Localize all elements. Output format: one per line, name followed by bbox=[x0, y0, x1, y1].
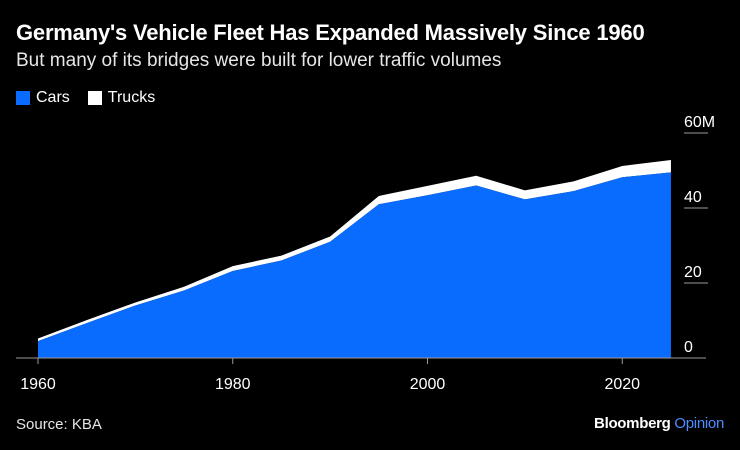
x-tick-label: 2000 bbox=[410, 376, 446, 393]
legend-swatch-cars bbox=[16, 91, 30, 105]
chart-subtitle: But many of its bridges were built for l… bbox=[16, 50, 502, 71]
source-note: Source: KBA bbox=[16, 416, 102, 433]
brand-accent: Opinion bbox=[674, 415, 724, 432]
cars-area bbox=[38, 172, 671, 358]
legend-label-cars: Cars bbox=[36, 89, 70, 106]
legend: Cars Trucks bbox=[16, 89, 155, 107]
y-tick-label: 0 bbox=[684, 339, 693, 356]
chart-title: Germany's Vehicle Fleet Has Expanded Mas… bbox=[16, 20, 645, 45]
x-tick-label: 2020 bbox=[604, 376, 640, 393]
y-tick-label: 60M bbox=[684, 114, 715, 131]
brand-logo: Bloomberg Opinion bbox=[594, 415, 724, 432]
legend-item-cars: Cars bbox=[16, 89, 70, 107]
x-tick-label: 1960 bbox=[20, 376, 56, 393]
x-tick-label: 1980 bbox=[215, 376, 251, 393]
y-tick-label: 20 bbox=[684, 264, 702, 281]
legend-label-trucks: Trucks bbox=[107, 89, 156, 106]
y-tick-label: 40 bbox=[684, 189, 702, 206]
legend-swatch-trucks bbox=[87, 91, 102, 105]
brand-main: Bloomberg bbox=[594, 415, 671, 432]
trucks-area bbox=[38, 160, 671, 342]
legend-item-trucks: Trucks bbox=[87, 89, 156, 107]
